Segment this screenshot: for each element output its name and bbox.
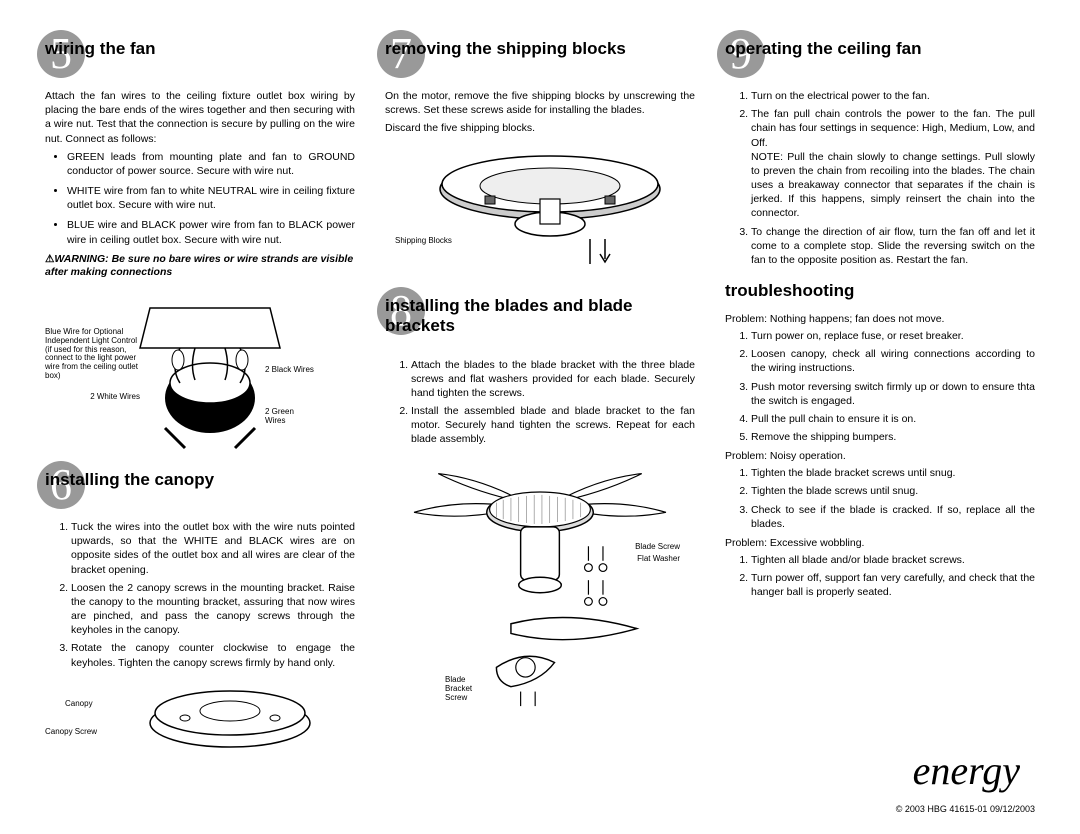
p2-item: Check to see if the blade is cracked. If…	[751, 503, 1035, 531]
step9-item: Turn on the electrical power to the fan.	[751, 89, 1035, 103]
column-2: 7 removing the shipping blocks On the mo…	[385, 35, 695, 756]
step7-after: Discard the five shipping blocks.	[385, 121, 695, 135]
shipping-diagram: Shipping Blocks	[385, 144, 695, 284]
step6-item: Rotate the canopy counter clockwise to e…	[71, 641, 355, 669]
step8-list: Attach the blades to the blade bracket w…	[385, 358, 695, 447]
canopy-svg	[70, 678, 330, 748]
label-green: 2 Green Wires	[265, 408, 315, 426]
label-washer: Flat Washer	[637, 555, 680, 564]
label-canopy: Canopy	[65, 700, 93, 709]
step7-header: 7 removing the shipping blocks	[385, 35, 695, 83]
p1-item: Loosen canopy, check all wiring connecti…	[751, 347, 1035, 375]
step5-bullet: BLUE wire and BLACK power wire from fan …	[67, 218, 355, 246]
blades-svg	[385, 455, 695, 715]
energy-logo: energy	[913, 747, 1020, 794]
label-canopy-screw: Canopy Screw	[45, 728, 97, 737]
p1-item: Pull the pull chain to ensure it is on.	[751, 412, 1035, 426]
step9-title: operating the ceiling fan	[725, 35, 1035, 59]
step8-item: Install the assembled blade and blade br…	[411, 404, 695, 447]
step9-header: 9 operating the ceiling fan	[725, 35, 1035, 83]
p1-item: Remove the shipping bumpers.	[751, 430, 1035, 444]
step5-bullet: GREEN leads from mounting plate and fan …	[67, 150, 355, 178]
label-black: 2 Black Wires	[265, 366, 315, 375]
wiring-diagram: Blue Wire for Optional Independent Light…	[45, 288, 355, 458]
step9-item: The fan pull chain controls the power to…	[751, 107, 1035, 220]
trouble-title: troubleshooting	[725, 277, 1035, 301]
step6-item: Tuck the wires into the outlet box with …	[71, 520, 355, 577]
step6-item: Loosen the 2 canopy screws in the mounti…	[71, 581, 355, 638]
p3-item: Turn power off, support fan very careful…	[751, 571, 1035, 599]
problem1-label: Problem: Nothing happens; fan does not m…	[725, 313, 1035, 325]
p2-item: Tighten the blade bracket screws until s…	[751, 466, 1035, 480]
step5-warning: ⚠WARNING: Be sure no bare wires or wire …	[45, 253, 355, 280]
step9-item: To change the direction of air flow, tur…	[751, 225, 1035, 268]
p1-item: Push motor reversing switch firmly up or…	[751, 380, 1035, 408]
warning-text: WARNING: Be sure no bare wires or wire s…	[45, 253, 353, 279]
p1-item: Turn power on, replace fuse, or reset br…	[751, 329, 1035, 343]
step7-title: removing the shipping blocks	[385, 35, 695, 59]
step8-header: 8 installing the blades and blade bracke…	[385, 292, 695, 352]
problem3-list: Tighten all blade and/or blade bracket s…	[725, 553, 1035, 600]
step5-bullet: WHITE wire from fan to white NEUTRAL wir…	[67, 184, 355, 212]
label-blue: Blue Wire for Optional Independent Light…	[45, 328, 140, 381]
step5-bullets: GREEN leads from mounting plate and fan …	[45, 150, 355, 247]
step5-intro: Attach the fan wires to the ceiling fixt…	[45, 89, 355, 146]
canopy-diagram: Canopy Canopy Screw	[45, 678, 355, 748]
blades-diagram: Blade Screw Flat Washer Blade Bracket Sc…	[385, 455, 695, 715]
problem1-list: Turn power on, replace fuse, or reset br…	[725, 329, 1035, 444]
problem2-label: Problem: Noisy operation.	[725, 450, 1035, 462]
step8-item: Attach the blades to the blade bracket w…	[411, 358, 695, 401]
step9-list: Turn on the electrical power to the fan.…	[725, 89, 1035, 267]
step5-header: 5 wiring the fan	[45, 35, 355, 83]
warning-icon: ⚠	[45, 253, 54, 265]
step6-header: 6 installing the canopy	[45, 466, 355, 514]
shipping-svg	[390, 144, 690, 284]
p2-item: Tighten the blade screws until snug.	[751, 484, 1035, 498]
step6-list: Tuck the wires into the outlet box with …	[45, 520, 355, 670]
column-1: 5 wiring the fan Attach the fan wires to…	[45, 35, 355, 756]
problem2-list: Tighten the blade bracket screws until s…	[725, 466, 1035, 531]
footer-copyright: © 2003 HBG 41615-01 09/12/2003	[896, 804, 1035, 814]
column-3: 9 operating the ceiling fan Turn on the …	[725, 35, 1035, 756]
step7-intro: On the motor, remove the five shipping b…	[385, 89, 695, 117]
step5-title: wiring the fan	[45, 35, 355, 59]
page-columns: 5 wiring the fan Attach the fan wires to…	[45, 35, 1035, 756]
step6-title: installing the canopy	[45, 466, 355, 490]
label-bracket: Blade Bracket Screw	[445, 676, 485, 702]
p3-item: Tighten all blade and/or blade bracket s…	[751, 553, 1035, 567]
label-white: 2 White Wires	[90, 393, 140, 402]
label-shipping: Shipping Blocks	[395, 237, 452, 246]
problem3-label: Problem: Excessive wobbling.	[725, 537, 1035, 549]
label-bladescrew: Blade Screw	[635, 543, 680, 552]
step8-title: installing the blades and blade brackets	[385, 292, 695, 337]
trouble-header: troubleshooting	[725, 277, 1035, 307]
